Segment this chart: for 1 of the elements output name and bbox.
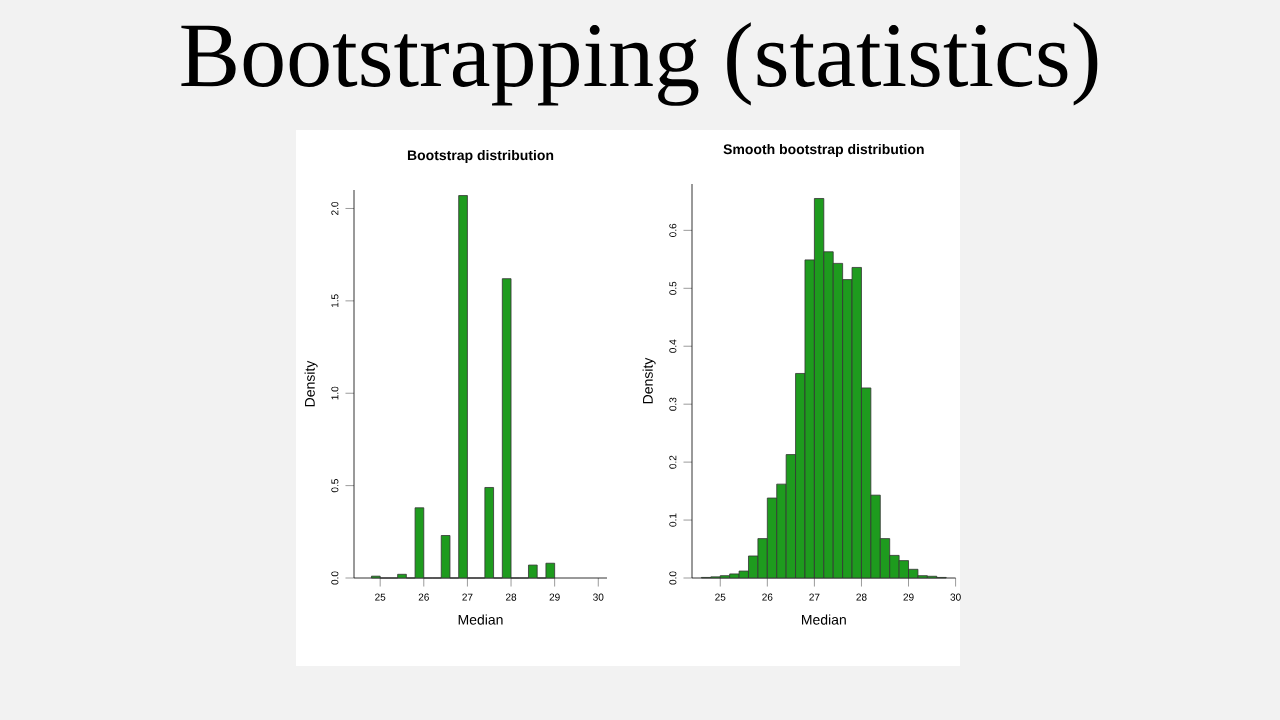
text: Bootstrapping (statistics) <box>181 22 1098 106</box>
